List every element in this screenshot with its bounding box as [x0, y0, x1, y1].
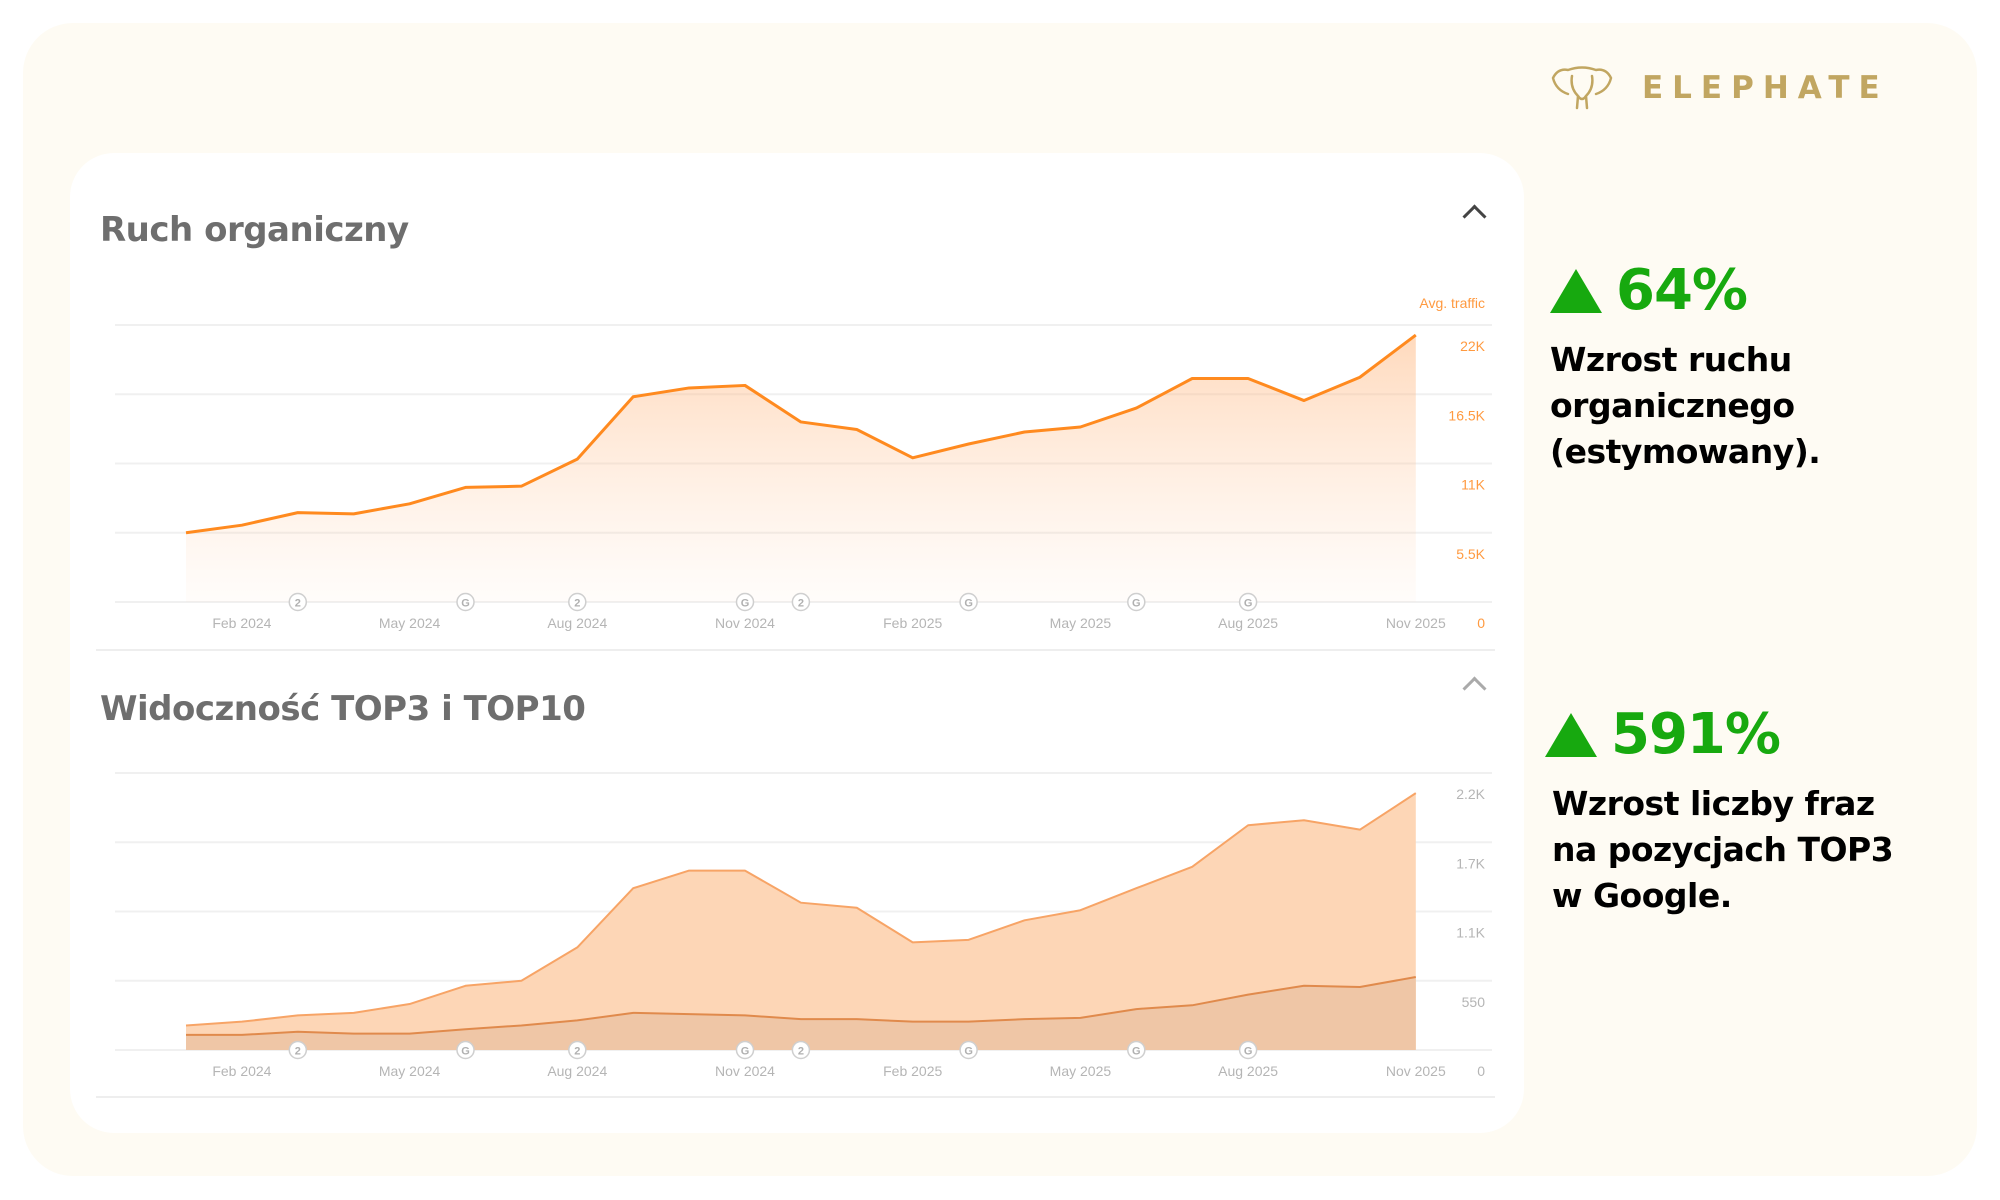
annotation-marker-label: G [461, 1046, 470, 1058]
stat-description-line: Wzrost liczby fraz [1552, 784, 1875, 823]
organic-traffic-title: Ruch organiczny [100, 210, 409, 250]
top3-growth-stat: 591% Wzrost liczby fraz na pozycjach TOP… [1545, 702, 1894, 919]
x-tick-label: Nov 2025 [1386, 615, 1446, 631]
x-tick-label: Nov 2024 [715, 1063, 775, 1079]
x-tick-label: May 2025 [1050, 615, 1112, 631]
stat-description-line: Wzrost ruchu [1550, 340, 1792, 379]
x-tick-label: May 2024 [379, 1063, 441, 1079]
annotation-marker-label: G [741, 1046, 750, 1058]
stat-description-line: (estymowany). [1550, 432, 1821, 471]
x-tick-label: Aug 2024 [547, 615, 607, 631]
y-tick-label: 0 [1477, 1063, 1485, 1079]
annotation-marker-label: G [1132, 598, 1141, 610]
annotation-marker-label: 2 [798, 598, 804, 610]
y-axis-label: Avg. traffic [1419, 295, 1485, 311]
elephant-icon [1551, 66, 1613, 110]
y-tick-label: 11K [1461, 477, 1486, 493]
stat-description-line: na pozycjach TOP3 [1552, 830, 1894, 869]
google-update-marker-icon [1238, 592, 1258, 612]
brand-logo: ELEPHATE [1550, 66, 1889, 110]
series-area-top10 [186, 793, 1416, 1050]
stat-description-line: organicznego [1550, 386, 1795, 425]
annotation-marker-label: G [1132, 1046, 1141, 1058]
annotation-marker-icon [288, 1040, 308, 1060]
y-tick-label: 2.2K [1456, 786, 1485, 802]
x-tick-label: Aug 2025 [1218, 615, 1278, 631]
google-update-marker-icon [735, 592, 755, 612]
annotation-marker-icon [791, 1040, 811, 1060]
brand-name: ELEPHATE [1642, 70, 1889, 106]
google-update-marker-icon [735, 1040, 755, 1060]
google-update-marker-icon [959, 592, 978, 612]
google-update-marker-icon [456, 592, 475, 612]
annotation-marker-label: G [1244, 598, 1253, 610]
x-tick-label: Feb 2025 [883, 1063, 942, 1079]
y-tick-label: 1.1K [1456, 925, 1485, 941]
google-update-marker-icon [959, 1040, 978, 1060]
annotation-marker-icon [288, 592, 308, 612]
x-tick-label: Feb 2024 [212, 615, 271, 631]
annotation-marker-label: 2 [574, 1046, 580, 1058]
stat-description-line: w Google. [1552, 876, 1732, 915]
x-tick-label: Aug 2025 [1218, 1063, 1278, 1079]
series-area-top3 [186, 976, 1416, 1050]
annotation-marker-label: G [1244, 1046, 1253, 1058]
traffic-growth-stat: 64% Wzrost ruchu organicznego (estymowan… [1550, 258, 1821, 475]
annotation-marker-label: 2 [798, 1046, 804, 1058]
y-tick-label: 5.5K [1456, 546, 1485, 562]
annotation-marker-label: G [741, 598, 750, 610]
x-tick-label: Feb 2024 [212, 1063, 271, 1079]
annotation-marker-label: 2 [295, 598, 301, 610]
y-tick-label: 16.5K [1448, 407, 1485, 423]
organic-traffic-chart: 0 5.5K 11K 16.5K 22K Avg. traffic Feb 2024 May … [115, 295, 1492, 631]
top3-growth-value: 591% [1611, 702, 1781, 767]
x-tick-label: May 2025 [1050, 1063, 1112, 1079]
y-tick-label: 22K [1460, 338, 1486, 354]
annotation-marker-label: G [964, 1046, 973, 1058]
annotation-marker-label: G [461, 598, 470, 610]
visibility-chart: 0 550 1.1K 1.7K 2.2K Feb 2024 May 2024 Aug 2024… [115, 772, 1492, 1079]
annotation-marker-label: 2 [295, 1046, 301, 1058]
annotation-marker-label: 2 [574, 598, 580, 610]
google-update-marker-icon [456, 1040, 475, 1060]
x-tick-label: Aug 2024 [547, 1063, 607, 1079]
x-tick-label: Nov 2025 [1386, 1063, 1446, 1079]
x-tick-label: Feb 2025 [883, 615, 942, 631]
annotation-marker-icon [568, 592, 587, 612]
annotation-marker-icon [568, 1040, 587, 1060]
x-tick-label: Nov 2024 [715, 615, 775, 631]
y-tick-label: 1.7K [1456, 855, 1485, 871]
series-area-avg-traffic [186, 335, 1416, 602]
traffic-growth-value: 64% [1616, 258, 1748, 323]
annotation-marker-icon [791, 592, 811, 612]
up-triangle-icon [1550, 268, 1602, 313]
x-tick-label: May 2024 [379, 615, 441, 631]
annotation-marker-label: G [964, 598, 973, 610]
y-tick-label: 0 [1477, 615, 1485, 631]
visibility-title: Widoczność TOP3 i TOP10 [100, 689, 586, 729]
google-update-marker-icon [1127, 1040, 1146, 1060]
y-tick-label: 550 [1462, 994, 1486, 1010]
google-update-marker-icon [1127, 592, 1146, 612]
up-triangle-icon [1545, 712, 1597, 757]
google-update-marker-icon [1238, 1040, 1258, 1060]
